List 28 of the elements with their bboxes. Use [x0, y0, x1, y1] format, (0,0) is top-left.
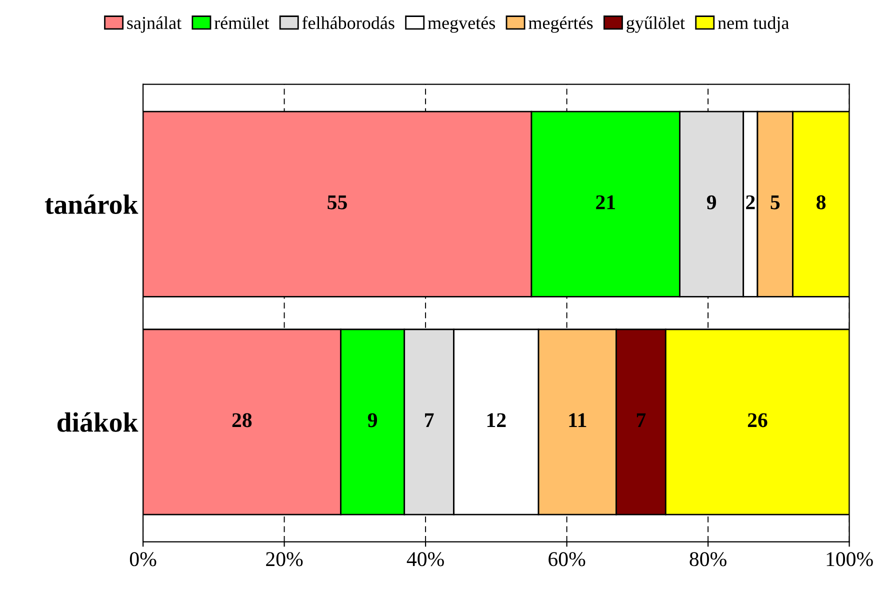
data-label: 7: [636, 413, 646, 427]
y-tick-label: tanárok: [44, 194, 138, 214]
legend-label: felháborodás: [302, 16, 394, 30]
data-label: 12: [487, 413, 506, 427]
legend-label: sajnálat: [127, 16, 182, 33]
data-label: 7: [425, 413, 434, 427]
y-tick-label: diákok: [57, 412, 138, 432]
x-tick-label: 40%: [406, 552, 444, 566]
x-tick-label: 60%: [548, 552, 586, 566]
legend-label: nem tudja: [718, 16, 789, 33]
data-label: 5: [770, 195, 780, 210]
x-tick-label: 0%: [130, 552, 156, 566]
legend-label: gyűlölet: [626, 16, 685, 33]
data-label: 9: [368, 413, 378, 428]
x-tick-label: 20%: [266, 552, 303, 566]
data-label: 55: [328, 195, 347, 210]
legend-label: megvetés: [428, 16, 496, 33]
data-label: 11: [569, 413, 586, 427]
data-label: 28: [232, 413, 252, 428]
legend-label: megértés: [528, 16, 593, 33]
data-label: 21: [596, 195, 615, 210]
data-label: 8: [816, 195, 826, 210]
data-label: 26: [748, 413, 768, 428]
x-tick-label: 100%: [826, 552, 873, 566]
data-label: 9: [706, 195, 716, 210]
x-tick-label: 80%: [690, 552, 726, 566]
data-label: 2: [746, 195, 755, 210]
legend-label: rémület: [214, 16, 270, 30]
